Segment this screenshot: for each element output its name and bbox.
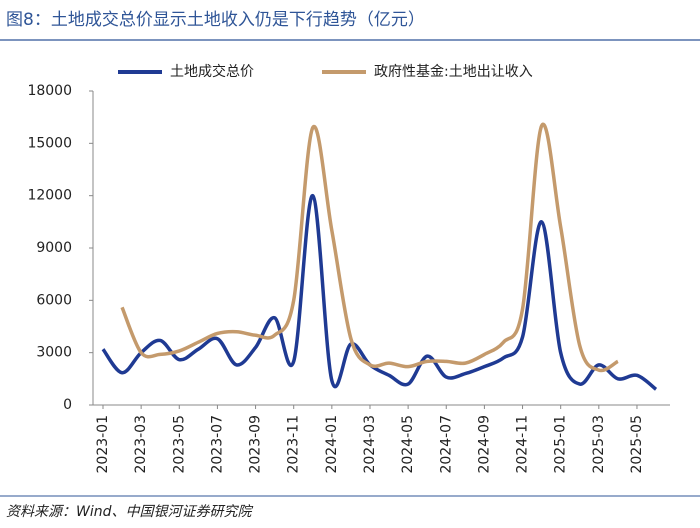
x-tick-label: 2024-09 [476,415,492,474]
x-tick-label: 2024-03 [362,415,378,474]
x-tick-label: 2024-07 [438,415,454,474]
x-tick-label: 2023-03 [133,415,149,474]
x-tick-label: 2024-01 [324,415,340,474]
series-line [101,193,658,391]
x-tick-label: 2024-05 [400,415,416,474]
chart-title: 图8：土地成交总价显示土地收入仍是下行趋势（亿元） [6,10,425,30]
y-tick-label: 15000 [27,135,72,151]
x-tick-label: 2023-11 [286,415,302,474]
x-tick-label: 2025-03 [591,415,607,474]
x-tick-label: 2023-01 [95,415,111,474]
y-tick-label: 12000 [27,188,72,204]
y-tick-label: 6000 [36,292,72,308]
y-tick-label: 0 [63,397,72,413]
x-tick-label: 2025-05 [629,415,645,474]
y-tick-label: 18000 [27,83,72,99]
x-tick-label: 2023-09 [248,415,264,474]
y-tick-label: 3000 [36,345,72,361]
legend-label: 土地成交总价 [170,63,254,80]
x-tick-label: 2023-05 [171,415,187,474]
x-tick-label: 2024-11 [515,415,531,474]
x-tick-label: 2023-07 [209,415,225,474]
y-tick-label: 9000 [36,240,72,256]
x-tick-label: 2025-01 [553,415,569,474]
source: 资料来源：Wind、中国银河证券研究院 [6,504,253,520]
legend-label: 政府性基金:土地出让收入 [374,63,533,80]
series-line [120,122,619,373]
